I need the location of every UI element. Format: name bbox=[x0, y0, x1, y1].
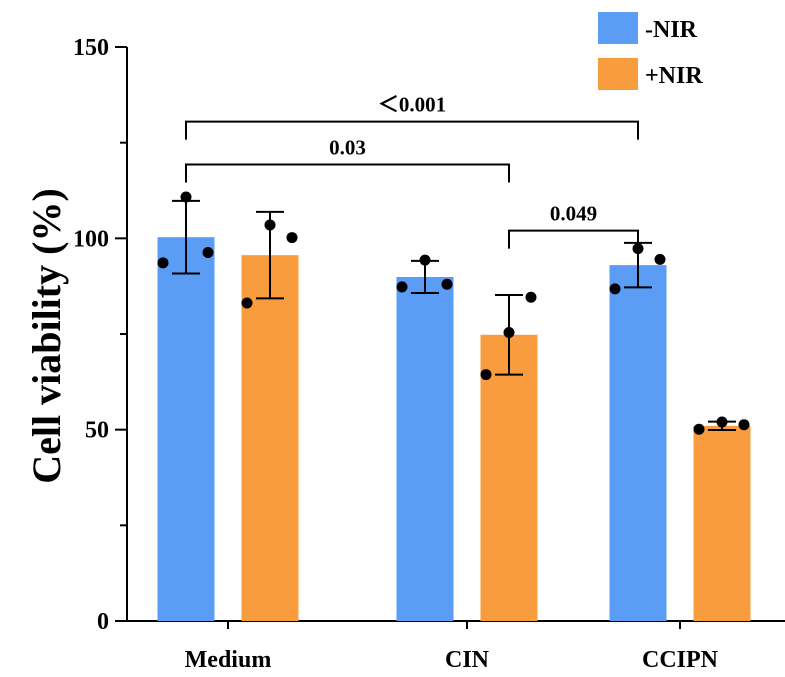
bar-cin-plus-nir bbox=[480, 334, 538, 621]
data-point bbox=[609, 283, 621, 295]
bar-cin-minus-nir bbox=[396, 276, 454, 621]
y-tick-label: 50 bbox=[85, 418, 109, 444]
data-point bbox=[693, 423, 705, 435]
bar-medium-plus-nir bbox=[241, 255, 299, 622]
bar-medium-minus-nir bbox=[157, 237, 215, 621]
y-tick-label: 100 bbox=[73, 226, 109, 252]
bars bbox=[157, 237, 751, 622]
significance-bracket bbox=[508, 229, 639, 249]
axes: 0 50 100 150 Medium CIN CCIPN bbox=[73, 35, 785, 673]
significance-label: ＜0.001 bbox=[378, 93, 446, 117]
data-point bbox=[202, 246, 214, 258]
y-tick-label: 150 bbox=[73, 35, 109, 61]
data-point bbox=[241, 297, 253, 309]
x-tick-label: Medium bbox=[185, 647, 272, 673]
y-axis-label: Cell viability (%) bbox=[24, 188, 69, 484]
significance-bracket bbox=[185, 163, 510, 183]
legend: -NIR +NIR bbox=[598, 12, 703, 90]
data-point bbox=[286, 232, 298, 244]
data-point bbox=[157, 257, 169, 269]
bar-ccipn-plus-nir bbox=[693, 425, 751, 621]
legend-swatch bbox=[598, 12, 638, 44]
significance-brackets: ＜0.001 0.03 0.049 bbox=[185, 93, 639, 249]
data-point bbox=[396, 281, 408, 293]
data-point bbox=[419, 254, 431, 266]
significance-label: 0.03 bbox=[329, 135, 366, 159]
data-point bbox=[525, 291, 537, 303]
data-point bbox=[480, 369, 492, 381]
data-point bbox=[180, 191, 192, 203]
legend-label: +NIR bbox=[645, 63, 703, 89]
data-point bbox=[264, 219, 276, 231]
significance-bracket bbox=[185, 120, 639, 140]
x-tick-label: CCIPN bbox=[642, 647, 719, 673]
legend-label: -NIR bbox=[645, 17, 698, 43]
data-point bbox=[738, 419, 750, 431]
y-tick-label: 0 bbox=[97, 609, 109, 635]
data-point bbox=[716, 416, 728, 428]
data-points bbox=[157, 191, 750, 435]
x-tick-label: CIN bbox=[445, 647, 490, 673]
significance-label: 0.049 bbox=[550, 202, 597, 226]
bar-ccipn-minus-nir bbox=[609, 265, 667, 621]
data-point bbox=[441, 278, 453, 290]
data-point bbox=[654, 253, 666, 265]
legend-swatch bbox=[598, 58, 638, 90]
data-point bbox=[503, 326, 515, 338]
